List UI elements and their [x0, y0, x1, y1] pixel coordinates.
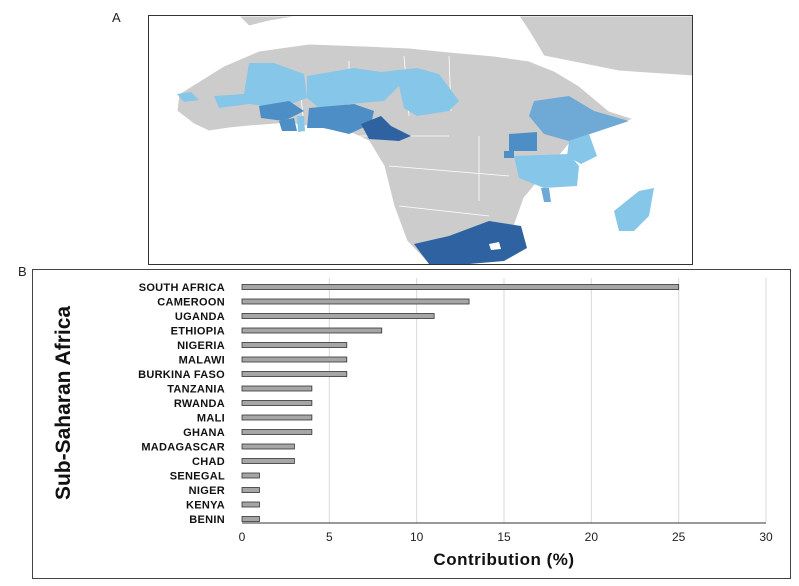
map-uganda — [509, 132, 537, 151]
category-label: NIGER — [189, 485, 225, 497]
bar — [241, 371, 348, 377]
map-lesotho — [489, 242, 501, 250]
category-label: CHAD — [192, 456, 225, 468]
bar — [241, 458, 295, 464]
x-axis-title: Contribution (%) — [433, 550, 574, 569]
category-label: NIGERIA — [177, 340, 225, 352]
category-labels: SOUTH AFRICA CAMEROON UGANDA ETHIOPIA NIGERI… — [138, 282, 225, 526]
bars — [241, 284, 680, 522]
map-nigeria — [307, 104, 374, 134]
map-south-africa — [414, 221, 527, 264]
bar — [241, 429, 313, 435]
category-label: CAMEROON — [157, 297, 225, 309]
bar — [241, 298, 470, 305]
x-tick-label: 0 — [239, 530, 246, 544]
map-benin — [297, 116, 305, 132]
category-label: KENYA — [186, 500, 225, 512]
category-label: MALI — [197, 413, 225, 425]
bar — [241, 385, 313, 392]
panel-b-label: B — [18, 264, 27, 279]
category-label: GHANA — [183, 427, 225, 439]
category-label: SOUTH AFRICA — [139, 282, 225, 294]
map-kenya — [567, 134, 597, 164]
bar-chart: SOUTH AFRICA CAMEROON UGANDA ETHIOPIA NIGERI… — [52, 278, 773, 569]
map-europe-land — [149, 16, 692, 77]
africa-map — [148, 15, 693, 265]
category-label: UGANDA — [175, 311, 225, 323]
bar — [241, 443, 295, 450]
map-rwanda — [504, 151, 514, 158]
bar — [241, 400, 313, 406]
bar — [241, 313, 435, 319]
category-label: BURKINA FASO — [138, 369, 225, 381]
bar — [241, 284, 680, 290]
category-label: TANZANIA — [167, 384, 225, 396]
bar — [241, 327, 383, 334]
category-label: RWANDA — [174, 398, 225, 410]
x-tick-label: 15 — [497, 530, 511, 544]
bar — [241, 356, 348, 363]
bar — [241, 501, 260, 508]
category-label: MADAGASCAR — [141, 442, 225, 454]
x-tick-labels: 0 5 10 15 20 25 30 — [239, 530, 773, 544]
bar — [241, 516, 260, 522]
map-ghana — [279, 118, 297, 131]
bar — [241, 342, 348, 348]
map-malawi — [541, 188, 551, 202]
x-tick-label: 30 — [759, 530, 773, 544]
panel-a-label: A — [112, 10, 121, 25]
map-senegal — [177, 92, 199, 102]
map-madagascar — [614, 188, 654, 231]
x-tick-label: 5 — [326, 530, 333, 544]
chart-panel: SOUTH AFRICA CAMEROON UGANDA ETHIOPIA NIGERI… — [32, 269, 791, 579]
map-ethiopia — [529, 96, 629, 141]
x-tick-label: 20 — [585, 530, 599, 544]
map-burkina-faso — [259, 101, 304, 121]
map-niger — [307, 68, 399, 108]
x-tick-label: 25 — [672, 530, 686, 544]
map-cameroon — [361, 116, 411, 141]
category-label: MALAWI — [179, 355, 225, 367]
bar — [241, 472, 260, 479]
x-tick-label: 10 — [410, 530, 424, 544]
category-label: ETHIOPIA — [171, 326, 225, 338]
category-label: SENEGAL — [170, 471, 225, 483]
y-axis-title: Sub-Saharan Africa — [52, 306, 75, 500]
map-tanzania — [514, 154, 579, 188]
bar — [241, 414, 313, 421]
category-label: BENIN — [189, 514, 225, 526]
map-mali — [214, 63, 307, 108]
map-chad — [381, 68, 459, 116]
bar — [241, 487, 260, 493]
